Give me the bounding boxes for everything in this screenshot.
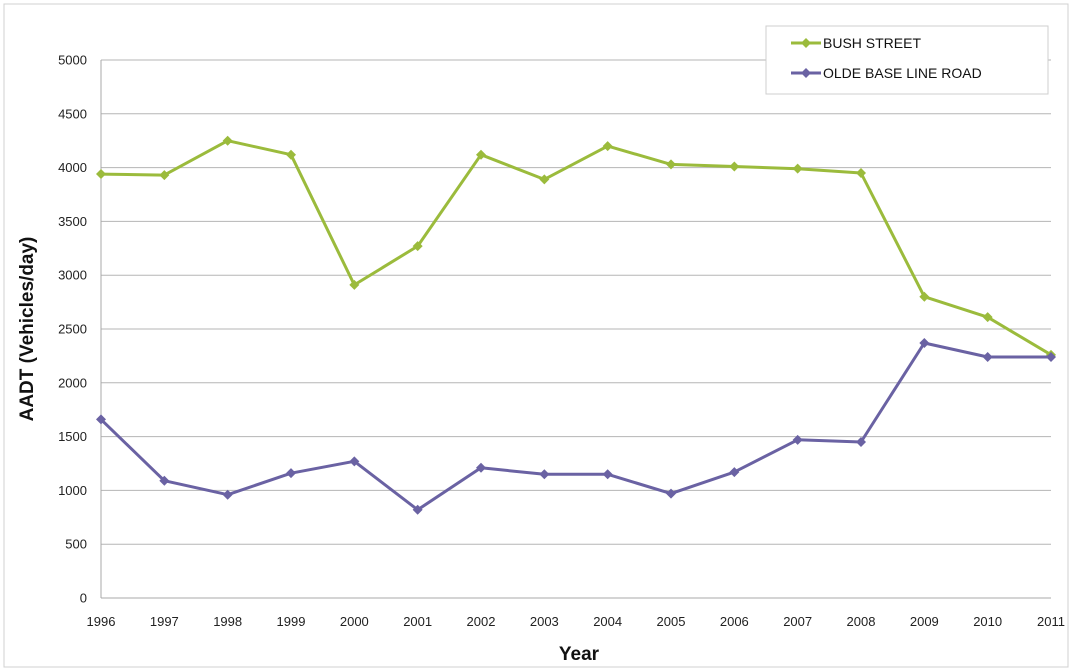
legend: BUSH STREET OLDE BASE LINE ROAD <box>765 25 1049 95</box>
x-tick-label: 1996 <box>87 614 116 629</box>
x-tick-label: 2008 <box>847 614 876 629</box>
data-point <box>286 468 296 479</box>
data-point <box>666 159 676 170</box>
y-tick-label: 1500 <box>58 429 87 444</box>
data-point <box>856 436 866 447</box>
data-point <box>412 241 423 252</box>
x-tick-label: 2003 <box>530 614 559 629</box>
x-tick-label: 2011 <box>1037 614 1065 629</box>
legend-label: OLDE BASE LINE ROAD <box>823 65 982 81</box>
data-point <box>919 291 930 302</box>
y-tick-label: 1000 <box>58 483 87 498</box>
data-point <box>1046 351 1056 362</box>
y-tick-label: 5000 <box>58 53 87 68</box>
data-point <box>286 149 296 160</box>
data-point <box>856 167 866 178</box>
data-point <box>729 467 740 478</box>
x-axis-ticks: 1996 1997 1998 1999 2000 2001 2002 2003 2004 2005… <box>87 614 1065 629</box>
y-tick-label: 2000 <box>58 375 87 390</box>
data-point <box>222 489 233 500</box>
data-point <box>412 504 423 515</box>
data-point <box>222 135 233 146</box>
y-tick-label: 3000 <box>58 268 87 283</box>
data-point <box>349 279 360 290</box>
series-line <box>100 139 1052 357</box>
legend-marker <box>801 68 811 78</box>
x-tick-label: 2000 <box>340 614 369 629</box>
y-tick-label: 4500 <box>58 106 87 121</box>
x-tick-label: 2010 <box>973 614 1002 629</box>
y-axis-ticks: 0 500 1000 1500 2000 2500 3000 3500 4000 4500 5000 <box>58 53 87 606</box>
series-1 <box>96 337 1056 515</box>
data-point <box>476 149 486 160</box>
x-tick-label: 1998 <box>213 614 242 629</box>
x-tick-label: 2007 <box>783 614 812 629</box>
series-line <box>99 341 1051 512</box>
y-tick-label: 0 <box>80 591 87 606</box>
x-tick-label: 2001 <box>403 614 432 629</box>
x-tick-label: 2009 <box>910 614 939 629</box>
data-point <box>982 312 993 323</box>
legend-entry: OLDE BASE LINE ROAD <box>791 65 982 81</box>
x-tick-label: 2002 <box>467 614 496 629</box>
data-point <box>159 170 170 181</box>
y-tick-label: 3500 <box>58 214 87 229</box>
data-point <box>982 351 993 362</box>
data-point <box>792 163 803 174</box>
y-tick-label: 500 <box>65 537 87 552</box>
data-point <box>602 469 613 480</box>
data-point <box>666 488 676 499</box>
data-point <box>729 161 740 172</box>
y-tick-label: 4000 <box>58 160 87 175</box>
series-layer <box>96 135 1056 515</box>
chart-border <box>3 3 1069 668</box>
y-axis-title: AADT (Vehicles/day) <box>17 237 38 422</box>
data-point <box>476 462 486 473</box>
x-tick-label: 2004 <box>593 614 622 629</box>
data-point <box>792 434 803 445</box>
legend-entry: BUSH STREET <box>791 35 921 51</box>
data-point <box>349 456 360 467</box>
x-axis-title: Year <box>559 644 600 665</box>
gridlines <box>100 59 1051 599</box>
data-point <box>96 169 106 180</box>
data-point <box>602 141 613 152</box>
legend-label: BUSH STREET <box>823 35 921 51</box>
x-tick-label: 1999 <box>277 614 306 629</box>
data-point <box>539 469 550 480</box>
y-tick-label: 2500 <box>58 322 87 337</box>
legend-box <box>765 25 1049 95</box>
data-point <box>539 174 550 185</box>
x-tick-label: 2005 <box>657 614 686 629</box>
legend-marker <box>801 38 811 48</box>
data-point <box>919 337 930 348</box>
x-tick-label: 1997 <box>150 614 179 629</box>
series-0 <box>96 135 1056 360</box>
data-point <box>96 414 106 425</box>
x-tick-label: 2006 <box>720 614 749 629</box>
data-point <box>159 475 170 486</box>
